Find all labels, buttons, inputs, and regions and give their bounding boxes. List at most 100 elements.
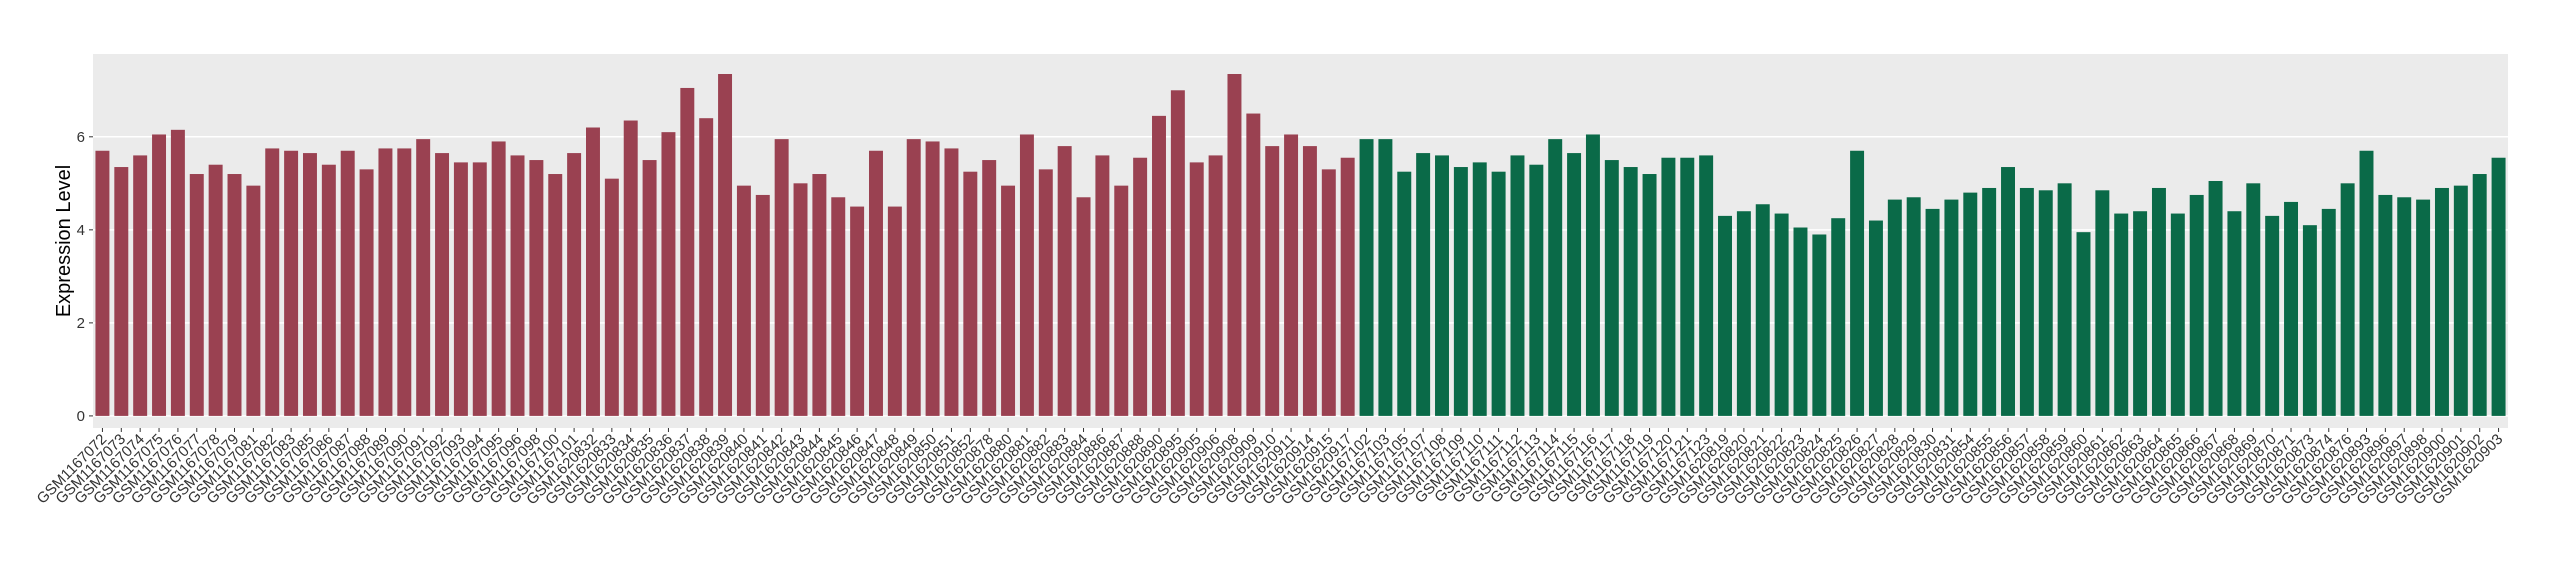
bar: [2095, 190, 2110, 416]
bar: [416, 139, 431, 416]
bar: [321, 164, 336, 416]
bar: [1378, 139, 1393, 416]
bar: [1963, 192, 1978, 416]
bar: [2378, 194, 2393, 416]
bar: [1887, 199, 1902, 416]
bar: [1227, 74, 1242, 416]
bar: [1284, 134, 1299, 416]
bar: [1038, 169, 1053, 416]
bar: [435, 153, 450, 416]
bar: [265, 148, 280, 416]
bar: [1850, 150, 1865, 416]
bar: [472, 162, 487, 416]
bar: [114, 167, 129, 416]
bar: [95, 150, 110, 416]
bar: [2076, 232, 2091, 416]
bar: [1435, 155, 1449, 416]
bar: [1925, 208, 1940, 416]
y-tick-label: 2: [77, 315, 85, 332]
bar: [2114, 213, 2129, 416]
bar: [850, 206, 865, 416]
bar: [2170, 213, 2185, 416]
bar: [925, 141, 940, 416]
bar: [2189, 194, 2204, 416]
bar: [1718, 215, 1732, 416]
bar: [906, 139, 921, 416]
bar: [623, 120, 638, 416]
bar: [793, 183, 808, 416]
bar: [2133, 211, 2148, 416]
bar: [585, 127, 600, 416]
bar: [1680, 157, 1695, 416]
bar: [284, 150, 299, 416]
bar: [2208, 180, 2223, 416]
y-tick-label: 0: [77, 408, 85, 425]
bar: [2472, 174, 2487, 416]
bar: [699, 118, 714, 416]
bar: [1906, 197, 1921, 416]
bar: [982, 160, 997, 416]
bar: [1416, 153, 1431, 416]
bar: [1755, 204, 1770, 416]
bar: [1642, 174, 1657, 416]
bar: [1567, 153, 1582, 416]
bar: [2246, 183, 2261, 416]
bar: [302, 153, 317, 416]
bar: [1585, 134, 1600, 416]
bar: [1944, 199, 1959, 416]
bar: [2434, 187, 2449, 416]
bar: [1831, 218, 1846, 416]
bar: [755, 194, 770, 416]
bar: [944, 148, 959, 416]
bar: [208, 164, 223, 416]
bar: [1302, 146, 1317, 416]
bar: [133, 155, 148, 416]
bar: [2227, 211, 2242, 416]
bar: [1076, 197, 1091, 416]
bar: [227, 174, 242, 416]
bar: [1208, 155, 1223, 416]
bar: [680, 87, 695, 416]
bar: [1699, 155, 1714, 416]
bar: [1623, 167, 1638, 416]
bar: [869, 150, 883, 416]
bar: [1095, 155, 1110, 416]
bar: [718, 74, 733, 416]
bar: [2265, 215, 2280, 416]
bar: [378, 148, 393, 416]
bar: [1170, 90, 1185, 416]
bar: [1510, 155, 1525, 416]
bar: [661, 132, 676, 416]
bar: [2284, 201, 2299, 416]
bar: [642, 160, 657, 416]
bar: [2019, 187, 2034, 416]
bar: [812, 174, 827, 416]
bar: [1472, 162, 1487, 416]
bar: [1868, 220, 1883, 416]
bar: [2302, 225, 2317, 416]
bar: [1321, 169, 1336, 416]
bar: [604, 178, 619, 416]
bar: [2340, 183, 2355, 416]
bar: [1152, 115, 1166, 416]
y-tick-label: 4: [77, 222, 85, 239]
bar: [2359, 150, 2374, 416]
bar: [887, 206, 902, 416]
bar: [1604, 160, 1619, 416]
bar: [246, 185, 261, 416]
bar: [567, 153, 582, 416]
bar: [359, 169, 374, 416]
bar: [453, 162, 468, 416]
bar: [1661, 157, 1676, 416]
bar: [397, 148, 412, 416]
bar: [1114, 185, 1129, 416]
bar: [2491, 157, 2506, 416]
bar: [2453, 185, 2468, 416]
bar: [152, 134, 167, 416]
bar: [2038, 190, 2053, 416]
bar: [1812, 234, 1827, 416]
y-tick-label: 6: [77, 129, 85, 146]
bar: [340, 150, 355, 416]
bar: [2001, 167, 2016, 416]
